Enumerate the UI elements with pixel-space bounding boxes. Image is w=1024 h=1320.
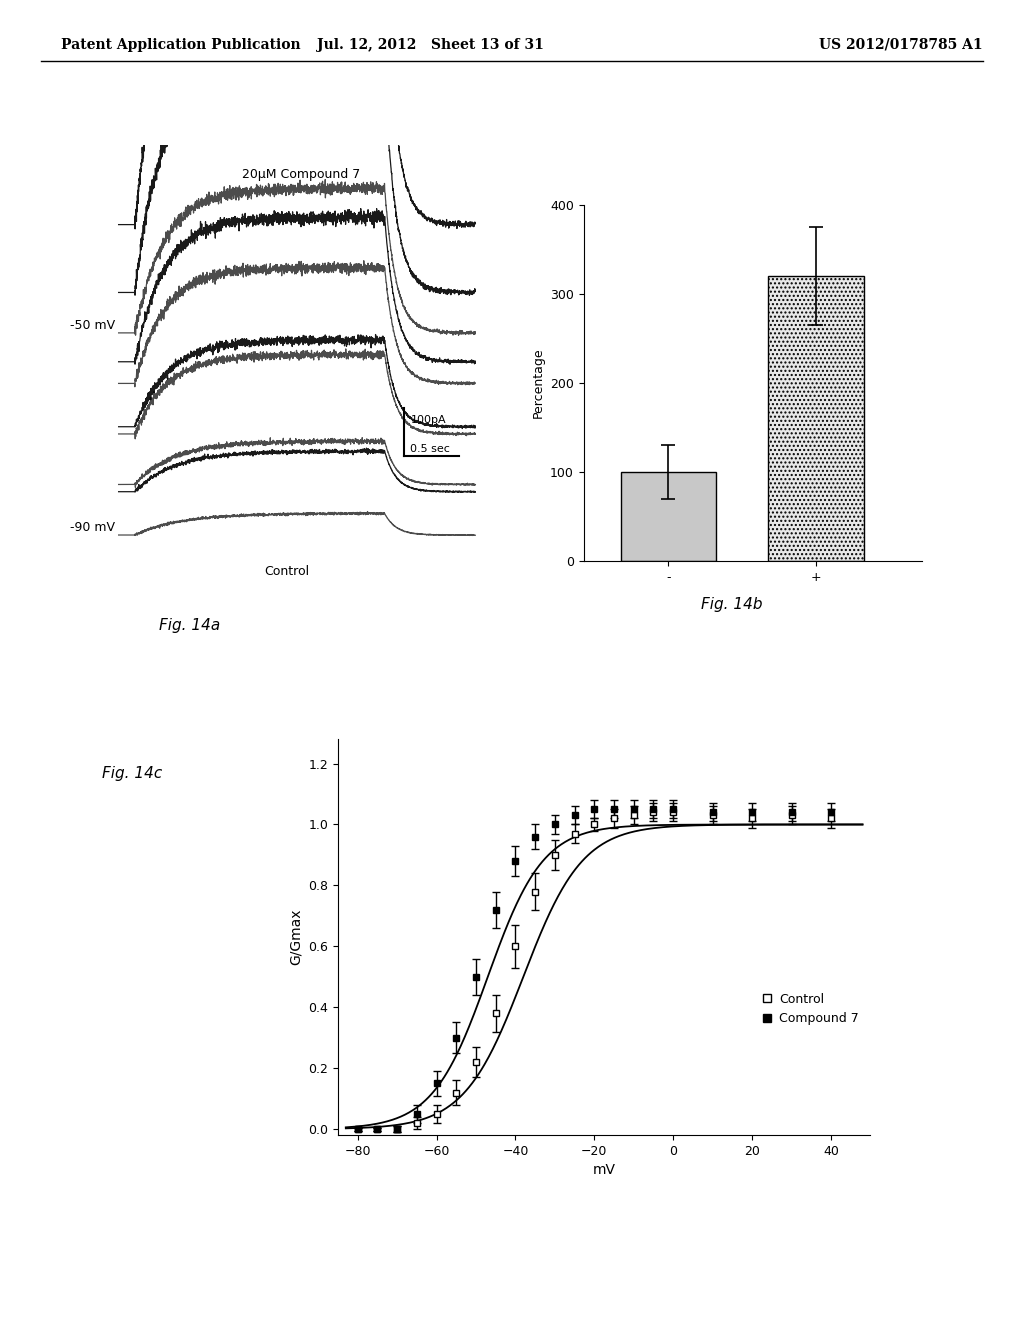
Text: Control: Control (264, 565, 309, 578)
X-axis label: mV: mV (593, 1163, 615, 1177)
Text: 20μM Compound 7: 20μM Compound 7 (242, 168, 360, 181)
Text: Fig. 14b: Fig. 14b (701, 597, 763, 611)
Y-axis label: G/Gmax: G/Gmax (289, 909, 303, 965)
Text: Jul. 12, 2012   Sheet 13 of 31: Jul. 12, 2012 Sheet 13 of 31 (316, 38, 544, 51)
Bar (621, 473, 716, 561)
Text: -50 mV: -50 mV (71, 319, 116, 333)
Text: 100pA: 100pA (411, 416, 446, 425)
Bar (768, 276, 863, 561)
Text: Fig. 14c: Fig. 14c (102, 766, 163, 780)
Text: US 2012/0178785 A1: US 2012/0178785 A1 (819, 38, 983, 51)
Text: Fig. 14a: Fig. 14a (159, 618, 220, 632)
Y-axis label: Percentage: Percentage (531, 347, 545, 418)
Text: Patent Application Publication: Patent Application Publication (61, 38, 301, 51)
Legend: Control, Compound 7: Control, Compound 7 (756, 987, 864, 1030)
Text: 0.5 sec: 0.5 sec (411, 444, 451, 454)
Text: -90 mV: -90 mV (71, 521, 116, 535)
